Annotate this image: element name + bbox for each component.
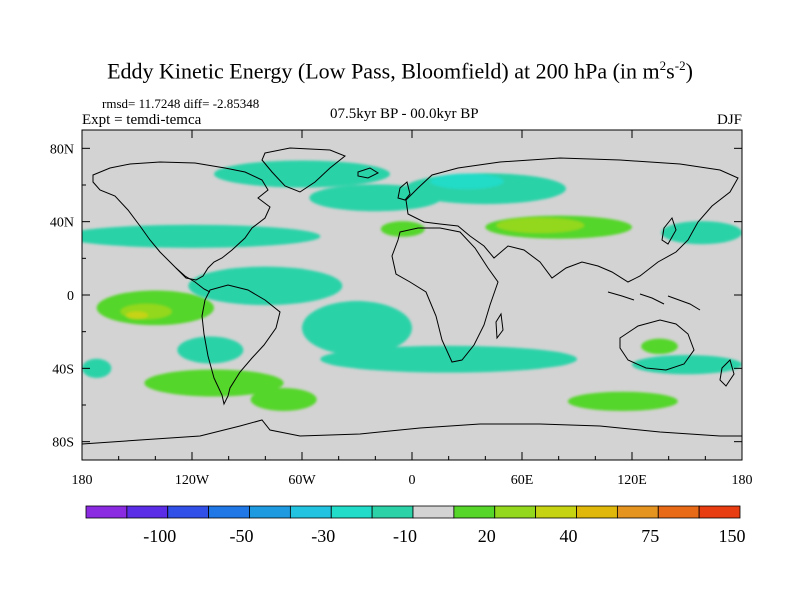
colorbar: -100 -50 -30 -10 20 40 75 150 — [85, 505, 746, 546]
field-region-14 — [496, 217, 585, 234]
colorbar-box-16 — [698, 505, 741, 519]
colorbar-box-2 — [126, 505, 169, 519]
x-tick-label: 60E — [511, 473, 534, 488]
y-tick-label: 40N — [50, 216, 74, 231]
field-region-19 — [144, 369, 284, 397]
coast-south-america — [201, 284, 281, 406]
colorbar-label: -30 — [311, 526, 335, 546]
colorbar-box-7 — [330, 505, 373, 519]
y-tick-label: 80N — [50, 142, 74, 157]
experiment-label: Expt = temdi-temca — [82, 112, 202, 128]
field-region-21 — [567, 391, 678, 411]
season-label: DJF — [716, 112, 742, 128]
coast-eurasia — [405, 157, 739, 283]
colorbar-box-5 — [249, 505, 291, 519]
field-layer — [82, 160, 742, 412]
colorbar-box-14 — [616, 505, 659, 519]
y-tick-label: 80S — [52, 436, 74, 451]
colorbar-label: 75 — [641, 526, 659, 546]
y-axis: 80N 40N 0 40S 80S — [50, 142, 742, 451]
x-tick-label: 180 — [72, 473, 93, 488]
colorbar-box-1 — [85, 505, 128, 519]
field-region-12 — [82, 358, 112, 378]
colorbar-label: -50 — [230, 526, 254, 546]
field-region-1 — [82, 224, 321, 248]
colorbar-label: -10 — [393, 526, 417, 546]
field-region-15 — [380, 221, 425, 237]
colorbar-box-15 — [657, 505, 700, 519]
field-region-6 — [661, 221, 742, 245]
field-region-2 — [214, 160, 390, 188]
y-tick-label: 40S — [52, 362, 74, 377]
colorbar-box-3 — [167, 505, 210, 519]
field-region-10 — [320, 345, 577, 373]
coast-central-america — [175, 267, 211, 293]
colorbar-box-8 — [371, 505, 414, 519]
colorbar-box-6 — [289, 505, 332, 519]
coast-north-america — [92, 161, 271, 281]
coast-new-zealand — [719, 359, 735, 387]
colorbar-label: -100 — [143, 526, 176, 546]
colorbar-box-10 — [453, 505, 496, 519]
x-tick-label: 0 — [409, 473, 416, 488]
coast-madagascar — [495, 312, 504, 340]
coast-greenland — [261, 147, 346, 193]
coast-australia — [619, 319, 695, 371]
field-region-5 — [430, 173, 504, 190]
colorbar-box-11 — [494, 505, 537, 519]
chart-title: Eddy Kinetic Energy (Low Pass, Bloomfiel… — [107, 58, 693, 84]
x-tick-label: 180 — [732, 473, 753, 488]
field-region-18 — [126, 311, 148, 320]
colorbar-box-13 — [576, 505, 618, 519]
x-tick-label: 60W — [288, 473, 316, 488]
coast-uk — [397, 181, 411, 201]
field-region-20 — [250, 387, 317, 412]
field-region-8 — [302, 301, 412, 355]
statistics-label: rmsd= 11.7248 diff= -2.85348 — [102, 96, 260, 111]
y-tick-label: 0 — [67, 289, 74, 304]
colorbar-label: 20 — [478, 526, 496, 546]
coastlines — [82, 147, 742, 445]
colorbar-label: 40 — [560, 526, 578, 546]
coast-iceland — [357, 167, 380, 179]
colorbar-box-9 — [412, 505, 455, 519]
coast-antarctica — [82, 419, 742, 445]
colorbar-box-4 — [208, 505, 250, 519]
coast-indonesia — [607, 291, 701, 311]
field-region-9 — [177, 336, 244, 364]
period-label: 07.5kyr BP - 00.0kyr BP — [330, 106, 479, 122]
x-tick-label: 120E — [617, 473, 647, 488]
coast-africa — [391, 227, 499, 363]
field-region-7 — [188, 266, 343, 306]
x-tick-label: 120W — [175, 473, 210, 488]
colorbar-box-12 — [535, 505, 577, 519]
field-region-22 — [641, 338, 678, 355]
colorbar-label: 150 — [719, 526, 746, 546]
x-axis: 180 120W 60W 0 60E 120E 180 — [72, 130, 753, 488]
coast-japan — [661, 216, 677, 245]
